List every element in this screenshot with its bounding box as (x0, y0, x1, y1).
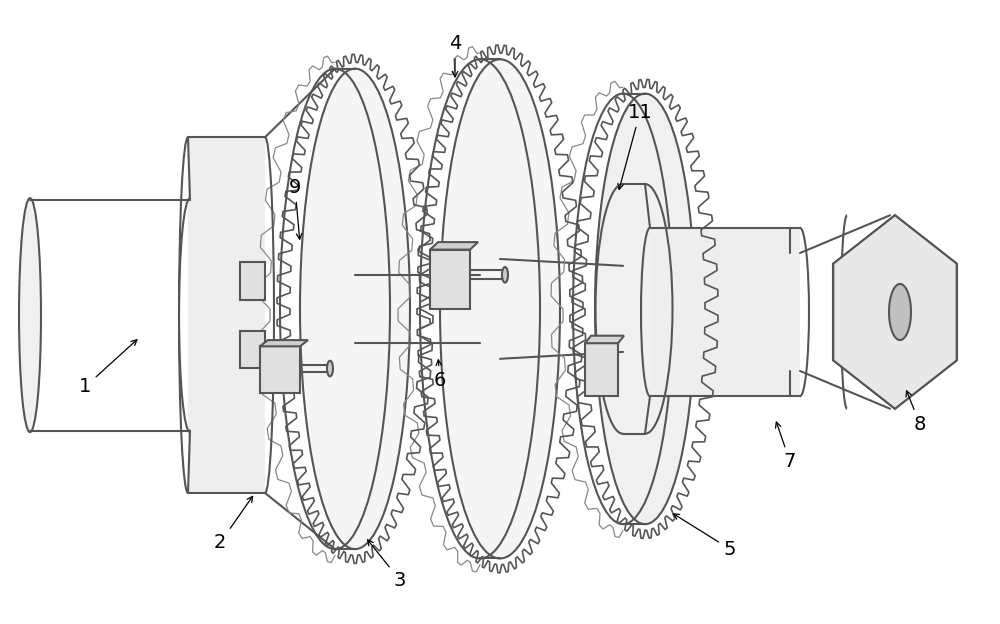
Ellipse shape (440, 59, 560, 558)
Polygon shape (260, 346, 300, 393)
Ellipse shape (327, 361, 333, 376)
Polygon shape (585, 336, 624, 343)
Ellipse shape (889, 284, 911, 340)
Ellipse shape (300, 69, 410, 549)
Text: 6: 6 (434, 360, 446, 390)
Ellipse shape (595, 94, 695, 524)
Polygon shape (188, 137, 265, 493)
Text: 7: 7 (776, 422, 796, 471)
Ellipse shape (502, 267, 508, 283)
Text: 8: 8 (906, 391, 926, 434)
Polygon shape (585, 343, 618, 396)
Polygon shape (240, 262, 265, 300)
Polygon shape (833, 215, 957, 409)
Text: 4: 4 (449, 34, 461, 77)
Polygon shape (430, 242, 478, 250)
Polygon shape (650, 228, 800, 396)
Polygon shape (430, 250, 470, 309)
Text: 11: 11 (618, 103, 652, 190)
Text: 1: 1 (79, 339, 137, 396)
Text: 9: 9 (289, 178, 302, 239)
Ellipse shape (19, 198, 41, 432)
Polygon shape (260, 340, 308, 346)
Polygon shape (240, 331, 265, 368)
Text: 5: 5 (674, 514, 736, 558)
Text: 2: 2 (214, 496, 253, 552)
Text: 3: 3 (368, 540, 406, 590)
